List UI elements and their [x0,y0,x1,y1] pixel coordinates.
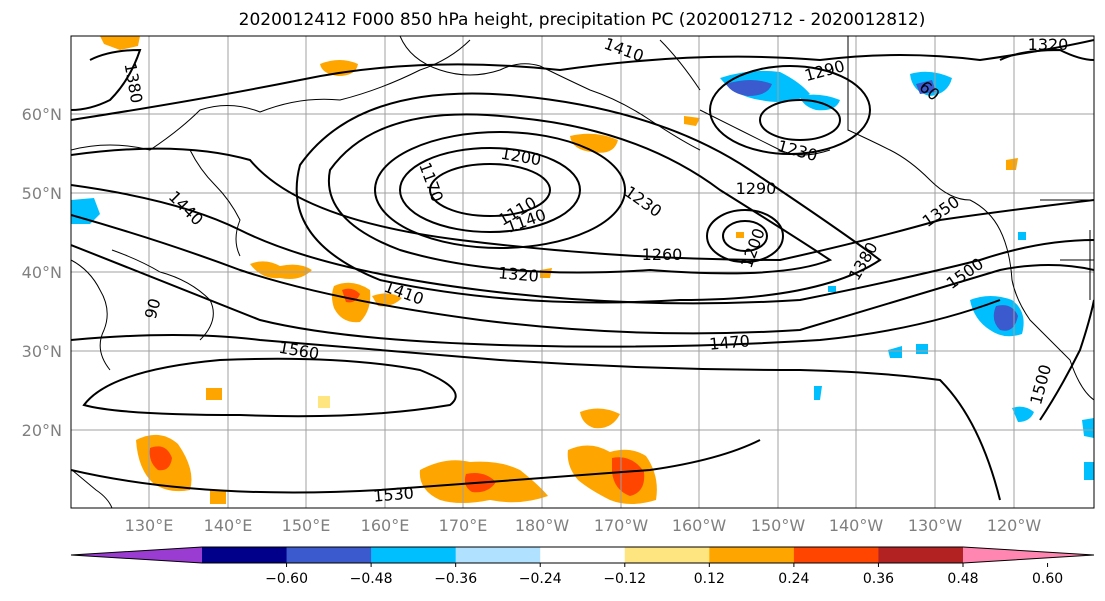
lon-label: 160°W [672,516,727,535]
graticule [71,36,1094,508]
contour-label: 1260 [642,245,683,264]
contour-label: 90 [141,296,165,321]
colorbar-swatch [878,547,964,563]
colorbar-swatch [202,547,288,563]
plot-frame [70,35,1095,509]
contour-label: 1470 [708,331,750,353]
colorbar-tick-label: 0.60 [1032,571,1063,587]
lat-label: 40°N [22,263,62,282]
colorbar-tick-label: −0.48 [350,571,393,587]
colorbar-swatch [455,547,541,563]
lon-label: 120°W [987,516,1042,535]
lon-label: 140°E [204,516,253,535]
coastlines [71,36,1094,508]
colorbar-swatch [709,547,795,563]
colorbar-tick-label: −0.36 [434,571,477,587]
colorbar-extend-low [71,547,202,563]
lat-label: 60°N [22,105,62,124]
colorbar: −0.60 −0.48 −0.36 −0.24 −0.12 0.12 0.24 0.36 0.4… [70,546,1095,587]
lat-label: 20°N [22,421,62,440]
colorbar-tick-label: −0.24 [519,571,562,587]
contour-label: 1530 [372,483,414,505]
lon-label: 150°E [282,516,331,535]
colorbar-tick-label: 0.48 [947,571,978,587]
lon-label: 180°W [515,516,570,535]
colorbar-outline [70,546,1095,564]
latitude-labels: 60°N 50°N 40°N 30°N 20°N [22,105,62,440]
lat-label: 50°N [22,184,62,203]
height-contours [71,39,1094,501]
colorbar-swatch [371,547,457,563]
colorbar-swatch [624,547,710,563]
colorbar-tick-label: 0.36 [863,571,894,587]
contour-label: 1290 [736,179,777,198]
plot-area: 1410 1380 1290 1320 60 1230 1200 1170 12… [71,35,1094,508]
lon-label: 170°E [439,516,488,535]
lon-label: 160°E [361,516,410,535]
colorbar-tick-label: −0.60 [265,571,308,587]
map-title: 2020012412 F000 850 hPa height, precipit… [239,10,926,30]
lat-label: 30°N [22,342,62,361]
lon-label: 150°W [751,516,806,535]
colorbar-extend-high [963,547,1094,563]
lon-label: 140°W [829,516,884,535]
contour-label: 1320 [497,263,539,285]
lon-label: 170°W [594,516,649,535]
colorbar-swatch [540,547,626,563]
colorbar-tick-label: −0.12 [603,571,646,587]
colorbar-tick-label: 0.12 [694,571,725,587]
contour-label: 1320 [1028,35,1069,54]
colorbar-swatch [793,547,879,563]
colorbar-swatch [286,547,372,563]
colorbar-tick-label: 0.24 [778,571,809,587]
longitude-labels: 130°E 140°E 150°E 160°E 170°E 180°W 170°… [125,516,1042,535]
lon-label: 130°W [908,516,963,535]
lon-label: 130°E [125,516,174,535]
